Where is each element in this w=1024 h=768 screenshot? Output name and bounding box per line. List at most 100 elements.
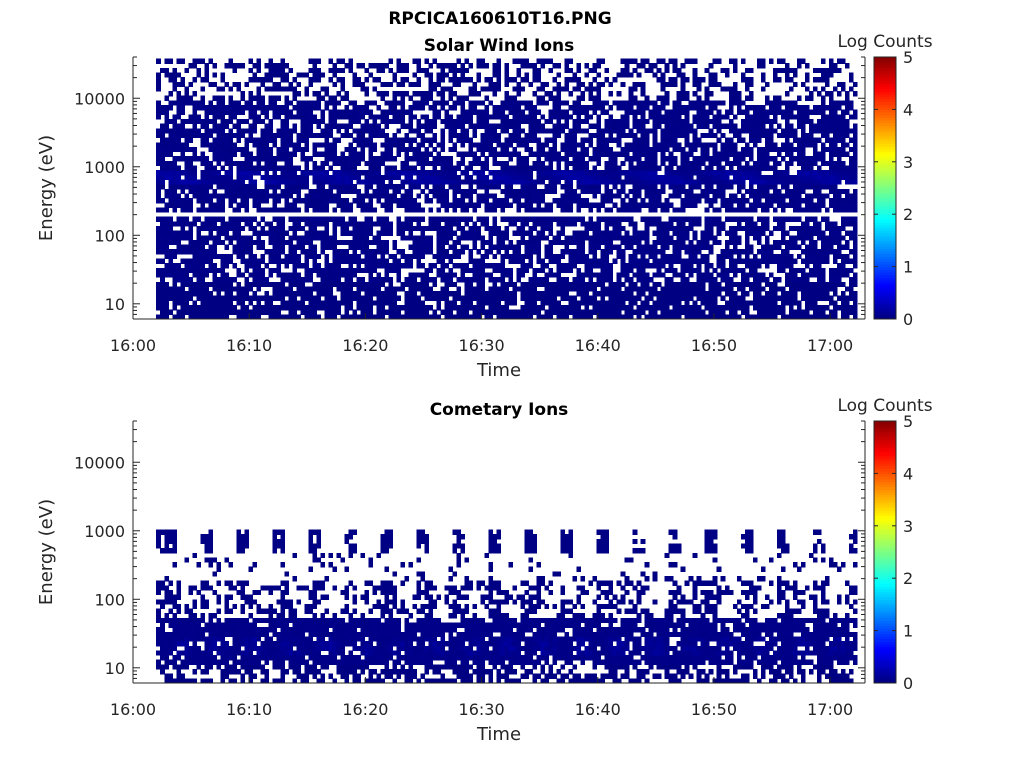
heatmap-cell xyxy=(844,258,850,264)
heatmap-cell xyxy=(368,184,374,190)
heatmap-cell xyxy=(736,207,742,213)
heatmap-cell xyxy=(708,305,714,311)
heatmap-cell xyxy=(172,188,177,195)
heatmap-cell xyxy=(256,239,261,246)
heatmap-cell xyxy=(728,165,734,171)
heatmap-cell xyxy=(452,314,458,320)
heatmap-cell xyxy=(580,188,586,195)
heatmap-cell xyxy=(636,249,642,255)
heatmap-cell xyxy=(188,295,193,301)
heatmap-cell xyxy=(444,305,450,311)
heatmap-cell xyxy=(596,258,602,264)
heatmap-cell xyxy=(632,193,638,199)
heatmap-cell xyxy=(516,165,522,171)
heatmap-cell xyxy=(576,281,582,288)
heatmap-cell xyxy=(344,170,350,176)
heatmap-cell xyxy=(848,235,854,241)
heatmap-cell xyxy=(836,230,842,236)
heatmap-cell xyxy=(696,267,702,274)
heatmap-cell xyxy=(156,160,161,167)
heatmap-cell xyxy=(384,146,390,153)
heatmap-cell xyxy=(776,253,782,260)
heatmap-cell xyxy=(448,253,454,260)
heatmap-cell xyxy=(244,309,249,315)
heatmap-cell xyxy=(728,291,734,297)
heatmap-cell xyxy=(756,225,762,232)
heatmap-cell xyxy=(480,160,486,167)
heatmap-cell xyxy=(420,207,426,213)
heatmap-cell xyxy=(736,188,742,195)
heatmap-cell xyxy=(744,207,750,213)
heatmap-cell xyxy=(164,244,169,250)
heatmap-cell xyxy=(224,295,229,301)
heatmap-cell xyxy=(692,258,698,264)
heatmap-cell xyxy=(292,170,297,176)
heatmap-cell xyxy=(448,300,454,306)
heatmap-cell xyxy=(812,225,818,232)
heatmap-cell xyxy=(316,188,321,195)
heatmap-cell xyxy=(692,281,698,288)
heatmap-cell xyxy=(180,291,185,297)
heatmap-cell xyxy=(440,253,446,260)
heatmap-cell xyxy=(808,230,814,236)
heatmap-cell xyxy=(636,244,642,250)
heatmap-cell xyxy=(396,225,402,232)
heatmap-cell xyxy=(212,253,217,260)
heatmap-cell xyxy=(348,286,354,292)
heatmap-cell xyxy=(688,225,694,232)
heatmap-cell xyxy=(336,277,341,283)
heatmap-cell xyxy=(380,291,386,297)
heatmap-cell xyxy=(656,179,662,185)
heatmap-cell xyxy=(380,300,386,306)
heatmap-cell xyxy=(840,305,846,311)
heatmap-cell xyxy=(384,295,390,301)
heatmap-cell xyxy=(588,281,594,288)
heatmap-cell xyxy=(192,314,197,320)
heatmap-cell xyxy=(588,221,594,227)
heatmap-cell xyxy=(832,258,838,264)
heatmap-cell xyxy=(536,193,542,199)
heatmap-cell xyxy=(592,286,598,292)
heatmap-cell xyxy=(320,249,325,255)
heatmap-cell xyxy=(624,309,630,315)
heatmap-cell xyxy=(564,314,570,320)
heatmap-cell xyxy=(232,235,237,241)
heatmap-cell xyxy=(288,142,293,148)
heatmap-cell xyxy=(464,230,470,236)
heatmap-cell xyxy=(656,216,662,222)
heatmap-cell xyxy=(560,216,566,222)
heatmap-cell xyxy=(556,160,562,167)
heatmap-cell xyxy=(620,146,626,153)
heatmap-cell xyxy=(416,263,422,269)
heatmap-cell xyxy=(168,165,173,171)
heatmap-cell xyxy=(304,198,309,204)
heatmap-cell xyxy=(844,207,850,213)
heatmap-cell xyxy=(772,142,778,148)
heatmap-cell xyxy=(492,253,498,260)
heatmap-cell xyxy=(832,184,838,190)
heatmap-cell xyxy=(596,174,602,181)
heatmap-cell xyxy=(612,170,618,176)
heatmap-cell xyxy=(480,170,486,176)
heatmap-cell xyxy=(760,188,766,195)
heatmap-cell xyxy=(556,286,562,292)
heatmap-cell xyxy=(564,281,570,288)
heatmap-cell xyxy=(620,151,626,157)
heatmap-cell xyxy=(392,193,398,199)
heatmap-cell xyxy=(540,291,546,297)
heatmap-cell xyxy=(516,272,522,278)
heatmap-cell xyxy=(508,221,514,227)
heatmap-cell xyxy=(380,239,386,246)
heatmap-cell xyxy=(636,309,642,315)
heatmap-cell xyxy=(852,202,858,208)
heatmap-cell xyxy=(636,230,642,236)
heatmap-cell xyxy=(176,202,181,208)
heatmap-cell xyxy=(440,179,446,185)
heatmap-cell xyxy=(388,198,394,204)
heatmap-cell xyxy=(368,253,374,260)
heatmap-cell xyxy=(548,239,554,246)
heatmap-cell xyxy=(852,253,858,260)
heatmap-cell xyxy=(820,156,826,162)
heatmap-cell xyxy=(672,230,678,236)
heatmap-cell xyxy=(660,142,666,148)
